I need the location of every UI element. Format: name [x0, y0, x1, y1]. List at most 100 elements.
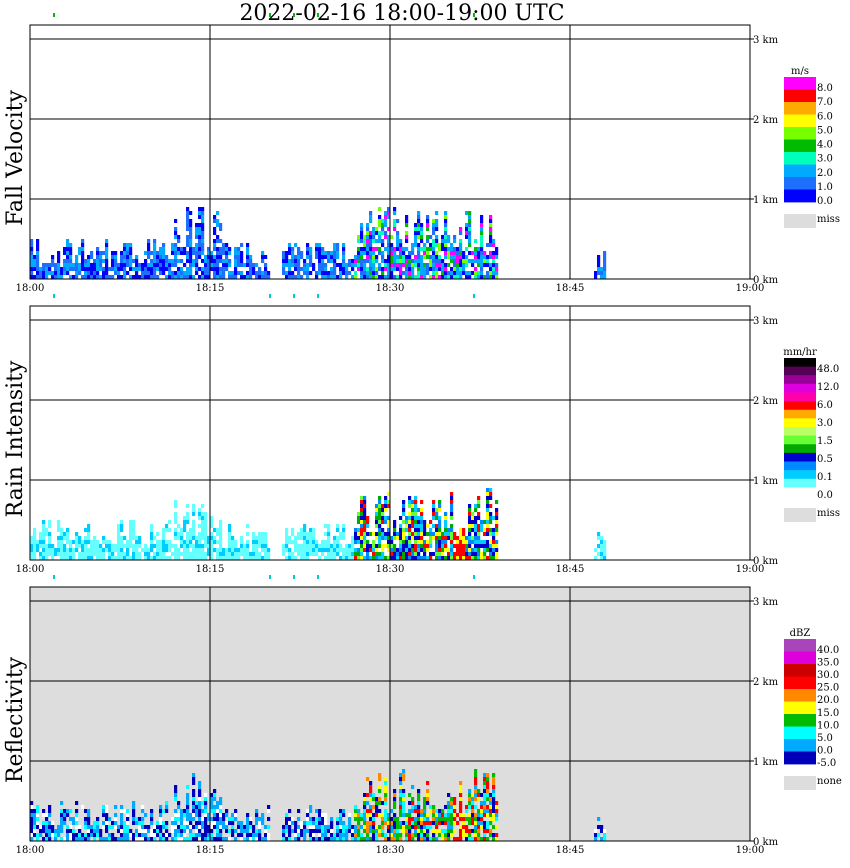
colorbar-miss-swatch: [784, 508, 816, 522]
colorbar-miss-swatch: [784, 214, 816, 228]
colorbar-swatch: [784, 189, 816, 203]
colorbar-swatch: [784, 726, 816, 740]
colorbar-swatch: [784, 470, 816, 480]
colorbar-swatch: [784, 401, 816, 411]
clutter-point: [317, 13, 319, 17]
colorbar-swatch: [784, 444, 816, 454]
colorbar-swatch: [784, 366, 816, 376]
x-tick-label: 18:15: [196, 564, 225, 575]
x-tick-label: 19:00: [736, 845, 765, 856]
clutter-point: [53, 575, 55, 579]
x-tick-label: 18:00: [16, 564, 45, 575]
colorbar-label: 0.0: [817, 196, 833, 207]
echo-layer: [30, 488, 607, 560]
clutter-point: [293, 575, 295, 579]
colorbar-label: 1.5: [817, 436, 833, 447]
clutter-point: [53, 294, 55, 298]
colorbar-swatch: [784, 383, 816, 393]
plot-frame: [29, 24, 751, 280]
colorbar-swatch: [784, 114, 816, 128]
colorbar-swatch: [784, 751, 816, 765]
colorbar-swatch: [784, 127, 816, 140]
colorbar-swatch: [784, 102, 816, 115]
colorbar-label: 0.0: [817, 490, 833, 501]
colorbar-label: 5.0: [817, 125, 833, 136]
colorbar-swatch: [784, 639, 816, 652]
colorbar-label: 7.0: [817, 97, 833, 108]
colorbar-miss-label: miss: [817, 508, 840, 519]
colorbar-swatch: [784, 739, 816, 752]
plot-frame: [29, 586, 751, 842]
colorbar-swatch: [784, 478, 816, 488]
colorbar-swatch: [784, 375, 816, 385]
colorbar-label: -5.0: [817, 758, 836, 769]
colorbar-swatch: [784, 89, 816, 103]
colorbar-swatch: [784, 689, 816, 702]
colorbar-swatch: [784, 77, 816, 90]
colorbar-swatch: [784, 701, 816, 715]
colorbar-unit: m/s: [791, 66, 809, 77]
colorbar-label: 20.0: [817, 695, 839, 706]
y-tick-label: 0 km: [753, 275, 779, 286]
colorbar-label: 0.0: [817, 745, 833, 756]
colorbar-miss-label: none: [817, 776, 842, 787]
clutter-point: [317, 575, 319, 579]
colorbar-swatch: [784, 651, 816, 665]
panel-fall-velocity: 0 km 1 km 2 km 3 km 18:00 18:15 18:30 18:45 19:0…: [3, 13, 840, 294]
colorbar-label: 3.0: [817, 418, 833, 429]
colorbar-label: 3.0: [817, 154, 833, 165]
panel-label: Rain Intensity: [3, 360, 28, 517]
colorbar-swatch: [784, 177, 816, 190]
colorbar-swatch: [784, 164, 816, 178]
x-tick-label: 18:30: [376, 564, 405, 575]
colorbar-swatch: [784, 409, 816, 419]
colorbar-swatch: [784, 392, 816, 402]
y-tick-label: 3 km: [753, 35, 779, 46]
y-tick-label: 2 km: [753, 677, 779, 688]
colorbar-label: 2.0: [817, 168, 833, 179]
x-tick-label: 18:15: [196, 845, 225, 856]
x-tick-label: 18:45: [556, 283, 585, 294]
x-tick-label: 18:30: [376, 283, 405, 294]
colorbar-miss-label: miss: [817, 214, 840, 225]
colorbar-swatch: [784, 152, 816, 165]
x-tick-label: 18:45: [556, 845, 585, 856]
clutter-point: [269, 575, 271, 579]
y-tick-label: 1 km: [753, 757, 779, 768]
colorbar-label: 6.0: [817, 111, 833, 122]
panel-label: Reflectivity: [3, 656, 28, 783]
clutter-point: [473, 294, 475, 298]
colorbar-swatch: [784, 664, 816, 677]
colorbar-label: 35.0: [817, 658, 839, 669]
colorbar-label: 15.0: [817, 708, 839, 719]
x-tick-label: 19:00: [736, 283, 765, 294]
panel-rain-intensity: 0 km 1 km 2 km 3 km 18:00 18:15 18:30 18:45 19:0…: [3, 294, 840, 575]
x-tick-label: 19:00: [736, 564, 765, 575]
panel-label: Fall Velocity: [3, 90, 28, 226]
x-tick-label: 18:00: [16, 845, 45, 856]
colorbar-label: 6.0: [817, 400, 833, 411]
plot-frame: [29, 305, 751, 561]
colorbar-swatch: [784, 487, 816, 497]
chart-title: 2022-02-16 18:00-19:00 UTC: [239, 1, 564, 26]
colorbar-swatch: [784, 452, 816, 462]
echo-layer: [30, 769, 607, 841]
y-tick-label: 0 km: [753, 556, 779, 567]
colorbar-swatch: [784, 427, 816, 437]
x-tick-label: 18:00: [16, 283, 45, 294]
y-tick-label: 2 km: [753, 115, 779, 126]
colorbar-label: 0.5: [817, 454, 833, 465]
colorbar-label: 5.0: [817, 733, 833, 744]
colorbar: m/s 8.0 7.0 6.0 5.0 4.0 3.0 2.0 1.0 0.0 miss: [784, 66, 840, 228]
colorbar-label: 12.0: [817, 382, 839, 393]
colorbar: dBZ 40.0 35.030.0 25.020.0 15.010.0 5.00.0 -5.…: [784, 628, 842, 790]
clutter-point: [473, 13, 475, 17]
colorbar-swatch: [784, 435, 816, 445]
colorbar-swatch: [784, 714, 816, 727]
clutter-point: [317, 294, 319, 298]
clutter-point: [473, 575, 475, 579]
colorbar-label: 48.0: [817, 364, 839, 375]
clutter-point: [53, 13, 55, 17]
clutter-point: [269, 294, 271, 298]
